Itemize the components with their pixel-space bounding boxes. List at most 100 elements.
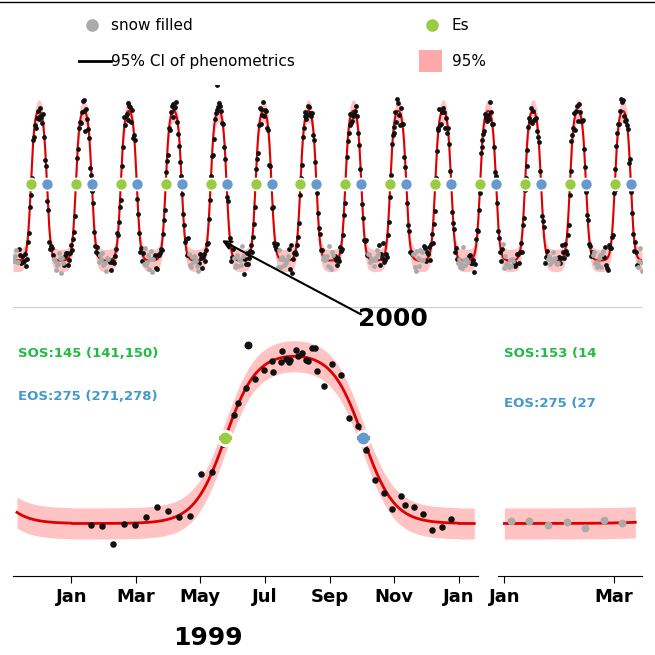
Point [412,246,422,257]
Point [44,236,54,247]
Point [581,179,591,189]
Point [131,176,141,187]
Point [311,177,322,187]
Point [359,235,369,246]
Point [555,257,565,268]
Text: 95%: 95% [452,54,486,69]
Point [595,250,605,261]
Point [636,257,646,267]
Point [198,249,209,259]
Point [155,244,166,254]
Point [369,255,380,265]
Point [132,194,143,204]
Point [335,246,346,256]
Point [62,248,72,258]
Point [155,248,165,259]
Point [14,250,25,260]
Point [545,259,555,269]
Point [581,187,591,198]
Point [157,229,168,240]
Point [86,20,97,30]
Point [355,164,365,174]
Point [488,119,498,129]
Point [540,258,550,269]
Point [223,195,233,206]
Point [506,261,516,271]
Point [54,248,64,258]
Point [348,111,359,121]
Point [567,130,578,140]
Point [161,156,172,166]
Point [316,245,326,255]
Point [82,114,92,124]
Point [266,176,276,186]
Point [144,264,155,274]
Point [454,254,464,265]
Point [326,264,336,274]
Point [529,115,540,126]
Point [550,253,560,263]
Point [358,433,369,443]
Point [519,184,530,195]
Point [623,124,633,134]
Point [599,514,609,525]
Point [85,162,96,173]
Point [151,502,162,512]
Point [149,250,160,260]
Point [605,242,616,253]
Point [196,263,207,273]
Point [145,253,155,264]
Point [586,250,596,261]
Point [508,255,518,266]
Point [610,164,621,174]
Point [160,179,171,189]
Point [151,263,161,274]
Point [421,256,431,267]
Point [77,96,88,106]
Point [625,154,635,164]
Point [462,256,472,267]
Point [492,197,502,208]
Point [250,179,261,189]
Point [351,101,362,111]
Point [613,119,624,130]
Point [357,199,367,210]
Point [130,135,141,145]
Point [153,250,164,261]
Point [20,260,31,271]
Point [388,128,399,138]
Point [39,132,50,143]
Point [341,179,351,190]
Point [56,267,66,278]
Point [361,444,371,455]
Point [89,227,100,238]
Point [34,103,45,114]
Point [176,179,187,189]
Point [547,256,557,267]
Point [627,208,637,219]
Point [215,101,226,111]
Point [80,125,90,136]
Point [320,255,330,265]
Point [52,260,62,271]
Point [512,248,522,259]
Point [362,250,372,261]
Point [317,244,328,255]
Point [420,242,430,253]
Point [635,243,645,253]
Point [290,250,301,260]
Point [331,260,342,271]
Point [71,179,81,189]
Point [69,211,80,221]
Point [456,259,466,269]
Point [438,103,449,113]
Point [117,160,127,171]
Point [212,105,222,115]
Point [279,259,290,270]
Point [22,253,32,264]
Point [452,253,462,264]
Point [365,253,376,263]
Point [196,253,206,263]
Point [95,250,105,261]
Point [46,241,56,252]
